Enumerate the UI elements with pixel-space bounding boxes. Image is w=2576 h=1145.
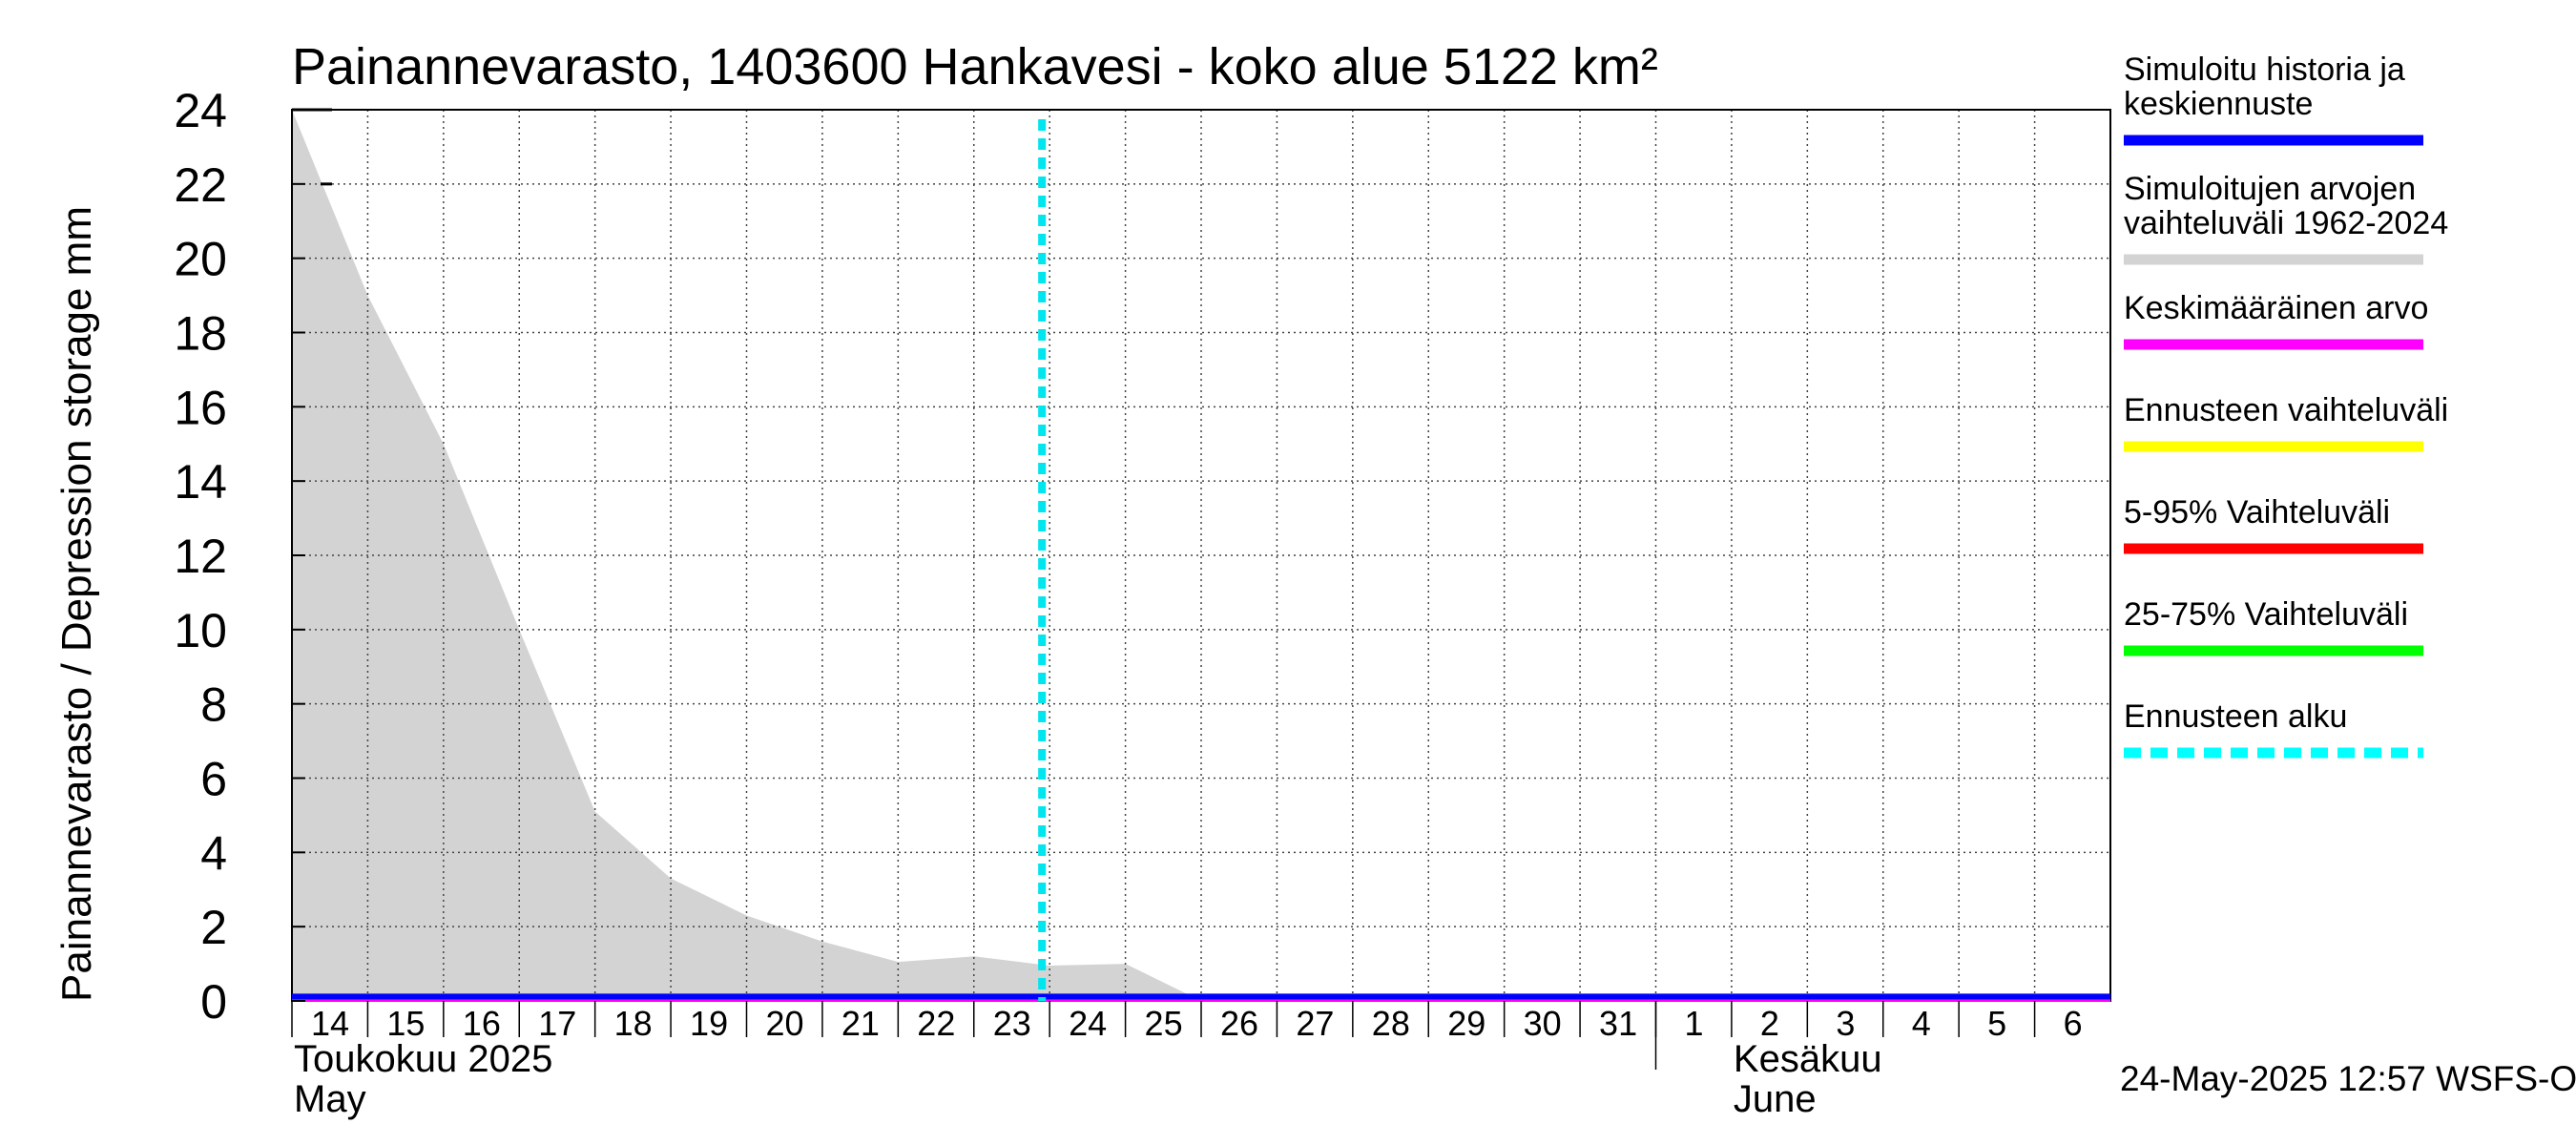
legend-item: Keskimääräinen arvo	[2124, 290, 2428, 350]
y-tick-label: 0	[200, 975, 227, 1029]
legend-label: Ennusteen vaihteluväli	[2124, 392, 2448, 428]
x-tick-label: 25	[1145, 1004, 1183, 1043]
x-tick-label: 15	[386, 1004, 425, 1043]
x-tick-label: 27	[1296, 1004, 1334, 1043]
x-tick-label: 30	[1524, 1004, 1562, 1043]
x-tick-label: 23	[993, 1004, 1031, 1043]
chart-title: Painannevarasto, 1403600 Hankavesi - kok…	[292, 38, 1658, 95]
y-tick-label: 24	[174, 84, 227, 137]
y-tick-label: 12	[174, 530, 227, 583]
y-tick-label: 4	[200, 826, 227, 880]
y-tick-label: 22	[174, 158, 227, 212]
y-tick-label: 2	[200, 901, 227, 954]
legend-label: 5-95% Vaihteluväli	[2124, 494, 2390, 531]
x-tick-label: 21	[841, 1004, 880, 1043]
x-tick-label: 26	[1220, 1004, 1258, 1043]
x-tick-label: 4	[1912, 1004, 1931, 1043]
x-tick-label: 18	[614, 1004, 653, 1043]
x-tick-label: 22	[917, 1004, 955, 1043]
month-label: Kesäkuu	[1734, 1038, 1882, 1080]
legend-label: Ennusteen alku	[2124, 698, 2347, 735]
month-label-en: June	[1734, 1078, 1817, 1120]
y-tick-label: 20	[174, 233, 227, 286]
legend-item: 25-75% Vaihteluväli	[2124, 596, 2423, 656]
legend-item: 5-95% Vaihteluväli	[2124, 494, 2423, 554]
legend-item: Ennusteen alku	[2124, 698, 2423, 759]
x-tick-label: 16	[463, 1004, 501, 1043]
x-tick-label: 17	[538, 1004, 576, 1043]
x-tick-label: 2	[1760, 1004, 1779, 1043]
x-tick-label: 6	[2064, 1004, 2083, 1043]
legend-item: Ennusteen vaihteluväli	[2124, 392, 2448, 452]
y-tick-label: 6	[200, 753, 227, 806]
legend-label: Simuloitujen arvojen	[2124, 171, 2416, 207]
x-tick-label: 28	[1372, 1004, 1410, 1043]
x-tick-label: 24	[1069, 1004, 1107, 1043]
legend-label: keskiennuste	[2124, 86, 2313, 122]
y-tick-label: 10	[174, 604, 227, 657]
x-tick-label: 1	[1684, 1004, 1703, 1043]
month-label-en: May	[294, 1078, 366, 1120]
legend-label: Simuloitu historia ja	[2124, 52, 2405, 88]
x-tick-label: 19	[690, 1004, 728, 1043]
range-area-series-0	[292, 110, 2110, 1001]
y-axis-label: Painannevarasto / Depression storage mm	[53, 206, 100, 1002]
x-tick-label: 20	[765, 1004, 803, 1043]
x-tick-label: 14	[311, 1004, 349, 1043]
x-tick-label: 31	[1599, 1004, 1637, 1043]
y-tick-label: 18	[174, 307, 227, 361]
y-tick-label: 16	[174, 381, 227, 434]
y-tick-label: 14	[174, 455, 227, 509]
legend: Simuloitu historia jakeskiennusteSimuloi…	[2124, 52, 2448, 759]
x-tick-label: 29	[1447, 1004, 1485, 1043]
x-tick-label: 5	[1987, 1004, 2006, 1043]
legend-label: 25-75% Vaihteluväli	[2124, 596, 2408, 633]
legend-label: Keskimääräinen arvo	[2124, 290, 2428, 326]
footer-timestamp: 24-May-2025 12:57 WSFS-O	[2120, 1059, 2576, 1098]
y-tick-label: 8	[200, 678, 227, 732]
legend-label: vaihteluväli 1962-2024	[2124, 205, 2448, 241]
month-label: Toukokuu 2025	[294, 1038, 552, 1080]
x-tick-label: 3	[1836, 1004, 1855, 1043]
